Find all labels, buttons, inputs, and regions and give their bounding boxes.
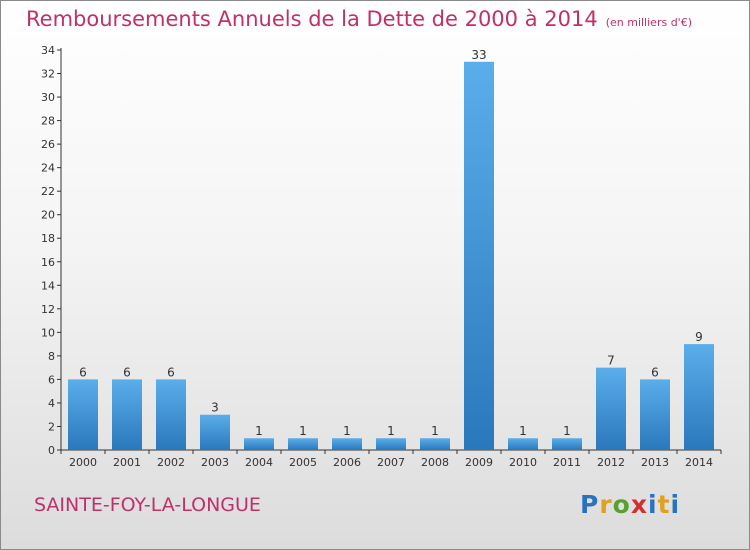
data-label: 6 [79,365,87,379]
y-tick-label: 18 [41,232,55,245]
title-unit: (en milliers d'€) [605,16,692,29]
bar [420,438,450,450]
y-tick-label: 4 [48,397,55,410]
data-label: 6 [651,365,659,379]
data-label: 3 [211,401,219,415]
y-tick-label: 20 [41,209,55,222]
logo-letter: P [580,490,600,519]
x-tick-label: 2014 [685,456,713,469]
x-tick-label: 2003 [201,456,229,469]
logo-letter: i [670,490,681,519]
y-tick-label: 8 [48,350,55,363]
x-tick-label: 2004 [245,456,273,469]
x-tick-label: 2009 [465,456,493,469]
data-label: 1 [387,424,395,438]
title-main: Remboursements Annuels de la Dette de 20… [26,7,598,31]
x-tick-label: 2000 [69,456,97,469]
y-tick-label: 16 [41,256,55,269]
labels: 6 2000 6 2001 6 2002 3 2003 1 2004 1 2005 1 2006 1 2007… [69,48,713,469]
y-tick-label: 34 [41,44,55,57]
bar [596,367,626,450]
y-tick-label: 10 [41,326,55,339]
data-label: 1 [519,424,527,438]
bar [288,438,318,450]
logo-letter: r [599,490,613,519]
y-tick-label: 0 [48,444,55,457]
bar [332,438,362,450]
data-label: 1 [431,424,439,438]
bar [464,61,494,450]
y-tick-label: 6 [48,373,55,386]
data-label: 1 [563,424,571,438]
bar [156,379,186,450]
proxiti-logo: Proxiti [580,490,680,519]
data-label: 1 [299,424,307,438]
logo-letter: i [648,490,658,519]
x-tick-label: 2013 [641,456,669,469]
data-label: 1 [255,424,263,438]
y-tick-label: 14 [41,279,55,292]
x-tick-label: 2001 [113,456,141,469]
y-tick-label: 24 [41,162,55,175]
bar [376,438,406,450]
bar [200,414,230,450]
x-tick-label: 2005 [289,456,317,469]
bar [244,438,274,450]
bar [684,344,714,450]
commune-name: SAINTE-FOY-LA-LONGUE [34,494,261,516]
logo-letter: o [612,490,631,519]
y-tick-label: 28 [41,115,55,128]
x-tick-label: 2006 [333,456,361,469]
x-tick-label: 2007 [377,456,405,469]
data-label: 9 [695,330,703,344]
y-tick-label: 12 [41,303,55,316]
y-tick-label: 2 [48,420,55,433]
data-label: 6 [123,365,131,379]
data-label: 6 [167,365,175,379]
bar [112,379,142,450]
y-tick-label: 32 [41,68,55,81]
data-label: 1 [343,424,351,438]
x-tick-label: 2008 [421,456,449,469]
chart-title: Remboursements Annuels de la Dette de 20… [26,7,692,31]
x-tick-label: 2011 [553,456,581,469]
bar [552,438,582,450]
bar [508,438,538,450]
bars [68,61,714,450]
y-tick-label: 22 [41,185,55,198]
data-label: 7 [607,354,615,368]
x-tick-label: 2010 [509,456,537,469]
logo-letter: x [630,490,648,519]
y-tick-label: 30 [41,91,55,104]
data-label: 33 [471,48,486,62]
x-tick-label: 2002 [157,456,185,469]
bar [640,379,670,450]
bar [68,379,98,450]
y-tick-label: 26 [41,138,55,151]
logo-letter: t [657,490,671,519]
x-tick-label: 2012 [597,456,625,469]
